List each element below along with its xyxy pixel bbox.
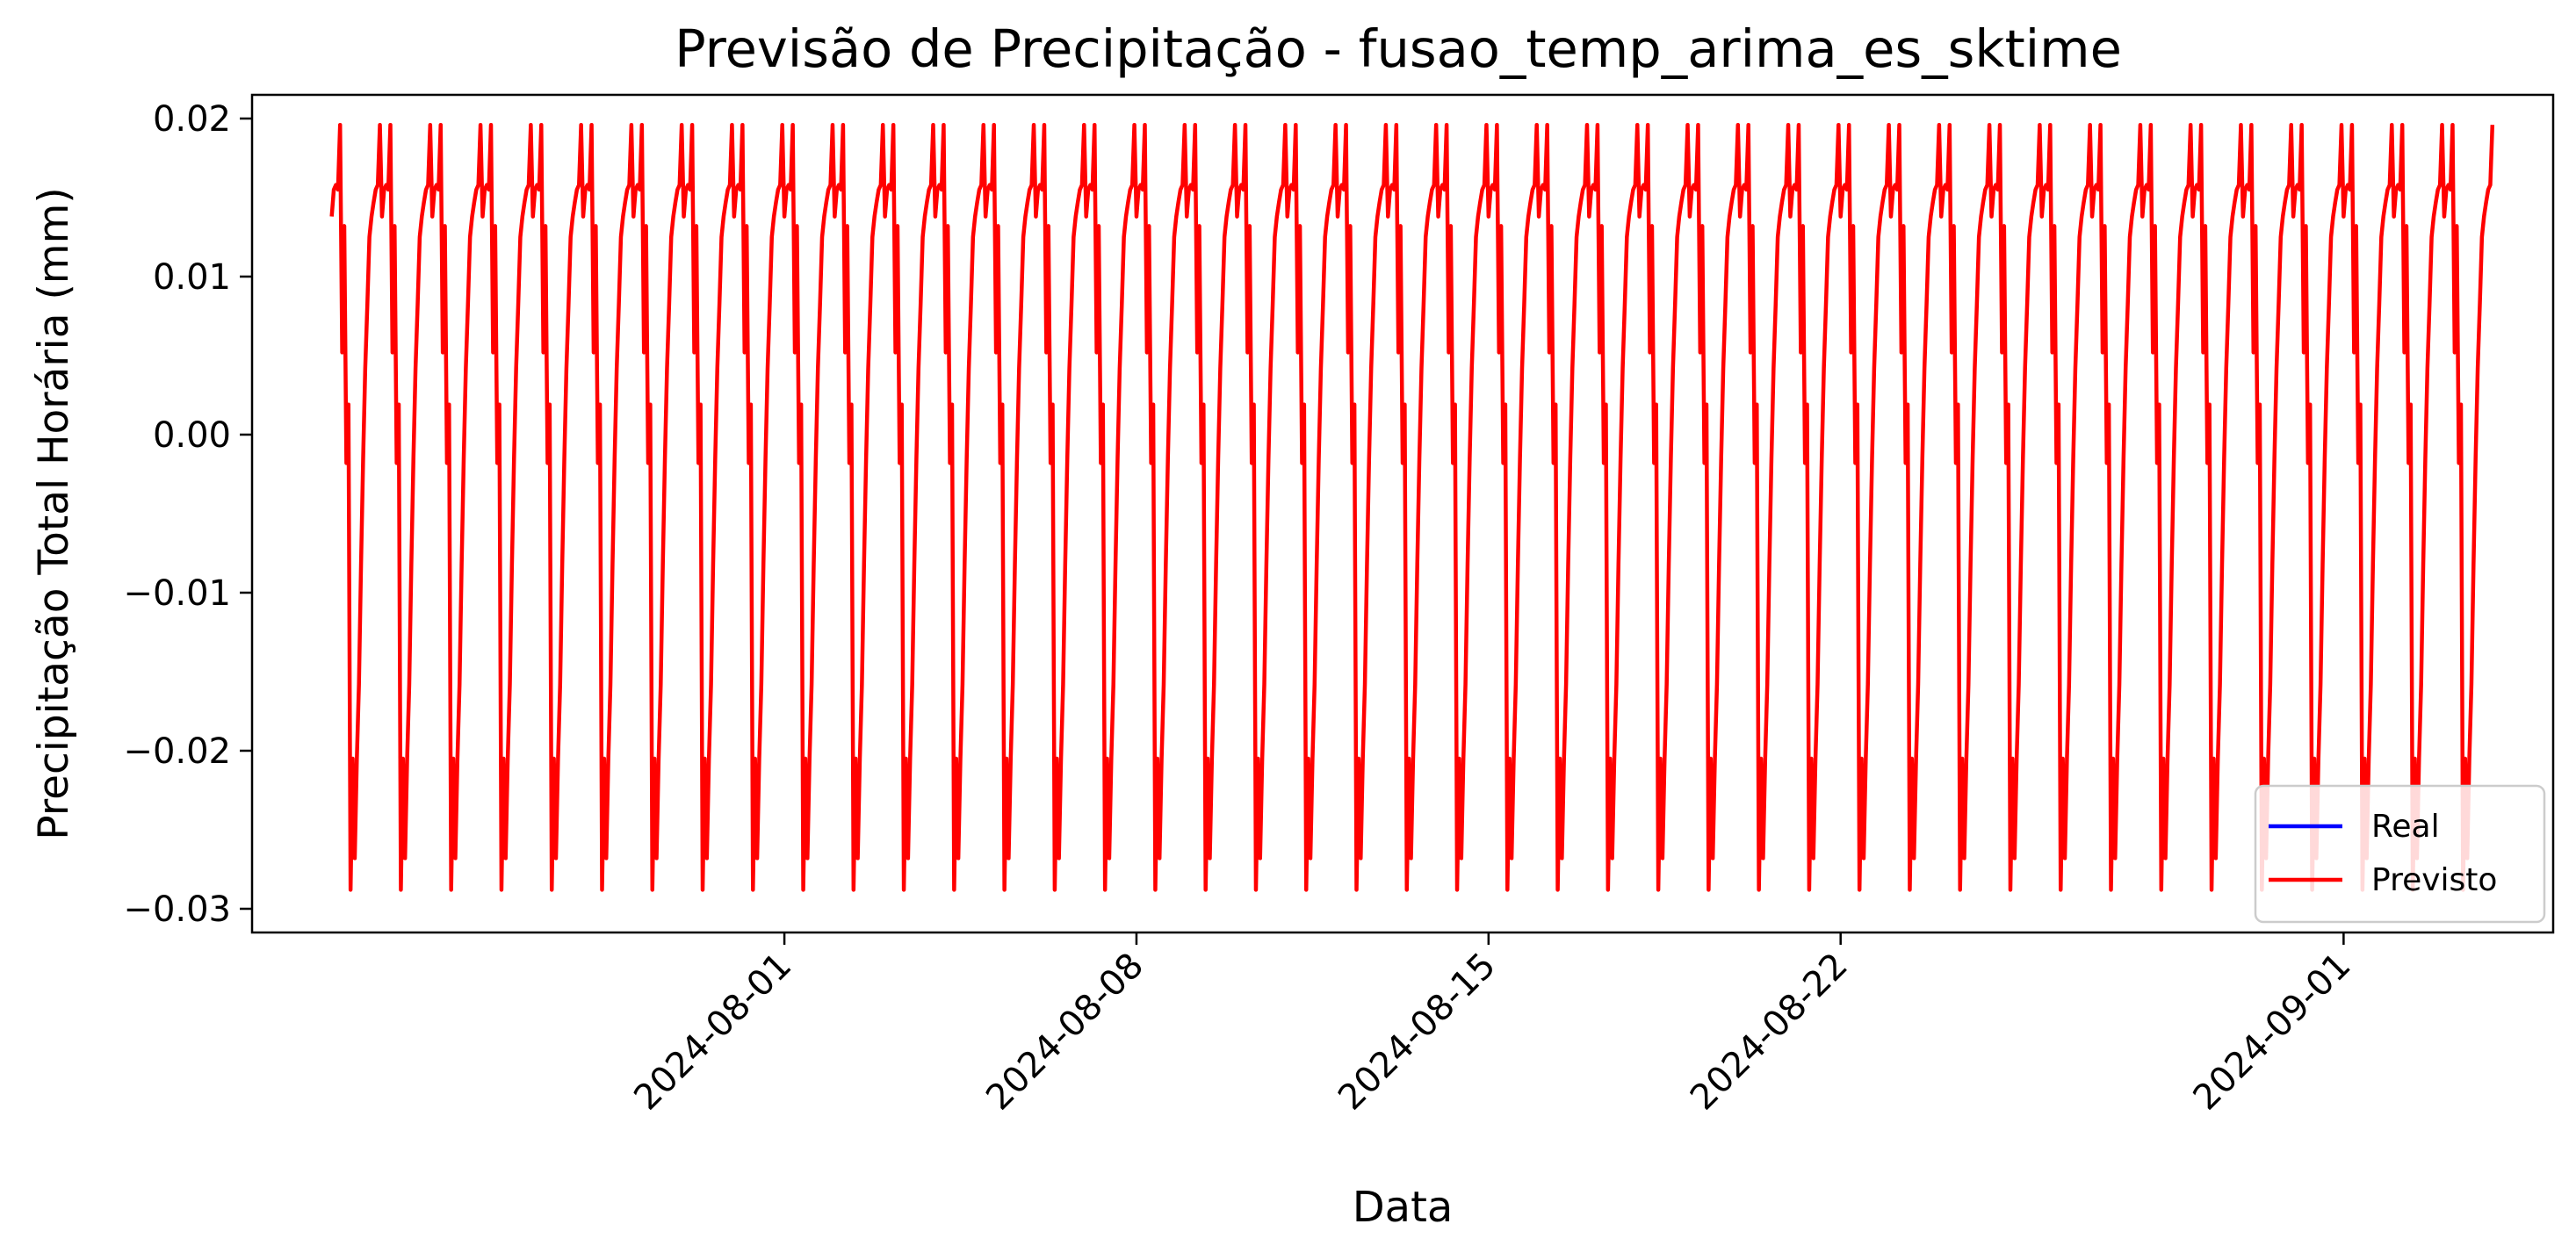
y-tick-label: −0.01 [123, 573, 231, 614]
y-tick-label: −0.03 [123, 889, 231, 930]
y-tick-label: 0.02 [153, 99, 231, 140]
series-line-previsto [329, 122, 2495, 892]
chart-title: Previsão de Precipitação - fusao_temp_ar… [675, 18, 2122, 79]
legend-label-previsto: Previsto [2371, 862, 2497, 898]
y-axis-ticks: −0.03 −0.02 −0.01 0.00 0.01 0.02 [123, 99, 252, 930]
series-layer [329, 122, 2495, 892]
x-axis-label: Data [1353, 1183, 1454, 1232]
plot-frame [250, 93, 2555, 934]
legend-label-real: Real [2371, 809, 2440, 845]
y-axis-label: Precipitação Total Horária (mm) [30, 187, 78, 839]
y-tick-label: −0.02 [123, 731, 231, 772]
y-tick-label: 0.01 [153, 257, 231, 298]
legend-box [2254, 784, 2546, 924]
legend: Real Previsto [2254, 784, 2546, 924]
y-tick-label: 0.00 [153, 415, 231, 456]
